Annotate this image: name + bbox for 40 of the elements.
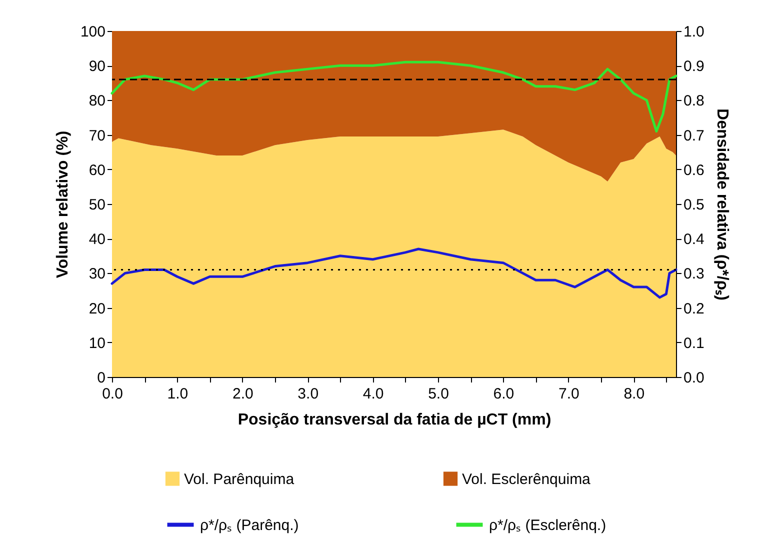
y-tick-label: 20: [88, 300, 106, 318]
y2-tick-label: 0.9: [684, 58, 704, 76]
x-tick-label: 0.0: [102, 386, 123, 402]
y-tick-label: 10: [88, 334, 106, 352]
y2-tick-label: 0.5: [684, 196, 704, 214]
x-tick-label: 8.0: [624, 386, 645, 402]
y2-tick-label: 0.0: [684, 370, 704, 386]
x-tick-label: 7.0: [558, 386, 580, 402]
x-tick-label: 6.0: [493, 386, 514, 402]
y2-tick-label: 0.8: [684, 92, 704, 110]
y-axis-title: Volume relativo (%): [54, 130, 72, 278]
y-tick-label: 50: [88, 196, 106, 214]
y2-axis-title: Densidade relativa (ρ*/ρₛ): [713, 108, 730, 300]
y-tick-label: 60: [88, 162, 106, 179]
y2-tick-label: 0.3: [684, 266, 704, 283]
legend-label: ρ*/ρₛ (Parênq.): [200, 516, 299, 534]
y2-tick-label: 0.6: [684, 162, 704, 179]
line-series: [110, 60, 678, 133]
y2-tick-label: 0.2: [684, 300, 704, 318]
y-tick-label: 70: [88, 127, 106, 144]
y2-tick-label: 1.0: [684, 24, 704, 40]
y-tick-label: 90: [88, 58, 106, 76]
legend-label: Vol. Esclerênquima: [462, 470, 592, 488]
y-tick-label: 40: [88, 231, 106, 248]
x-tick-label: 2.0: [232, 386, 254, 402]
legend-label: Vol. Parênquima: [184, 470, 295, 488]
y-tick-label: 80: [88, 92, 106, 110]
x-tick-label: 5.0: [428, 386, 449, 402]
y-tick-label: 100: [80, 24, 106, 40]
x-tick-label: 3.0: [298, 386, 319, 402]
line-series: [110, 248, 678, 299]
y-tick-label: 0: [97, 370, 106, 386]
x-tick-label: 1.0: [167, 386, 188, 402]
y-tick-label: 30: [88, 266, 106, 283]
y2-tick-label: 0.1: [684, 334, 704, 352]
y2-tick-label: 0.4: [684, 231, 704, 248]
legend-label: ρ*/ρₛ (Esclerênq.): [489, 516, 606, 534]
y2-tick-label: 0.7: [684, 127, 704, 144]
x-tick-label: 4.0: [362, 386, 384, 402]
x-axis-title: Posição transversal da fatia de µCT (mm): [238, 412, 552, 428]
